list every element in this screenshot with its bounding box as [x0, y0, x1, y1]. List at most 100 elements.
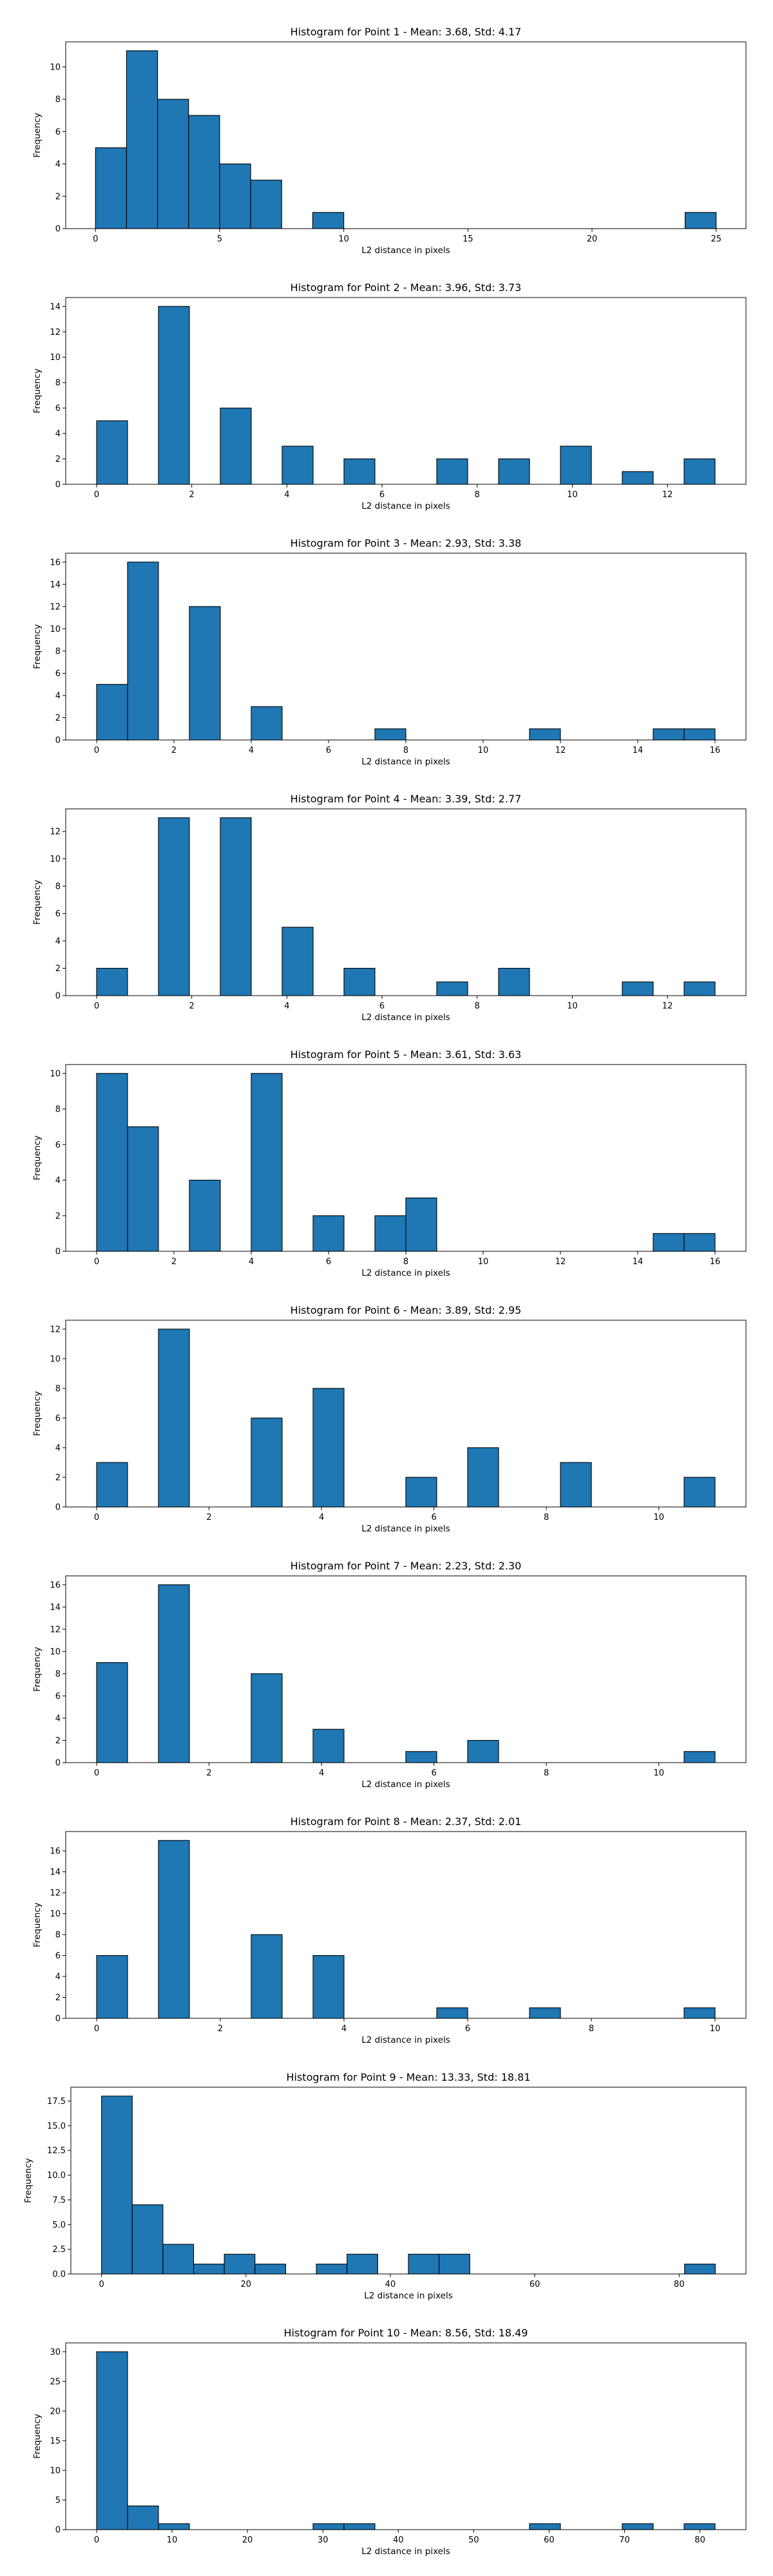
x-tick-label: 25 [711, 234, 721, 244]
y-tick-label: 10.0 [47, 2171, 66, 2181]
histogram-bar [251, 1073, 283, 1252]
histogram-bar [683, 1477, 716, 1508]
x-tick-label: 10 [167, 2535, 178, 2545]
y-tick-label: 12 [50, 1325, 61, 1334]
x-tick-label: 6 [326, 746, 331, 755]
x-axis-label: L2 distance in pixels [361, 1524, 450, 1534]
chart-title: Histogram for Point 6 - Mean: 3.89, Std:… [291, 1304, 522, 1316]
plot-frame [65, 41, 747, 229]
y-tick-label: 4 [55, 937, 61, 947]
y-tick-label: 10 [50, 62, 61, 72]
x-axis-label: L2 distance in pixels [364, 2291, 452, 2301]
y-tick-label: 6 [55, 1951, 61, 1961]
histogram-bar [683, 458, 716, 485]
x-tick-label: 60 [530, 2280, 540, 2289]
x-tick-label: 0 [94, 1513, 99, 1522]
histogram-bar [96, 2351, 128, 2530]
x-tick-label: 4 [341, 2024, 347, 2034]
histogram-bar [316, 2264, 348, 2275]
histogram-bar [312, 2523, 345, 2530]
histogram-bar [343, 2523, 376, 2530]
histogram-bar [405, 1477, 437, 1508]
y-tick-label: 5 [55, 2496, 61, 2505]
plot-frame [65, 1831, 747, 2019]
histogram-bar [622, 981, 654, 996]
histogram-bar [312, 1388, 345, 1508]
histogram-bar [405, 1197, 437, 1252]
histogram-bar [622, 2523, 654, 2530]
x-axis-label: L2 distance in pixels [361, 2546, 450, 2557]
chart-title: Histogram for Point 10 - Mean: 8.56, Std… [283, 2327, 528, 2339]
x-tick-label: 14 [633, 746, 644, 755]
x-tick-label: 6 [465, 2024, 470, 2034]
y-tick-label: 10 [50, 625, 61, 634]
histogram-bar [653, 728, 685, 741]
x-tick-label: 10 [567, 490, 578, 500]
histogram-bar [193, 2264, 225, 2275]
y-tick-label: 7.5 [52, 2195, 66, 2205]
histogram-bar [312, 1955, 345, 2019]
y-tick-label: 8 [55, 379, 61, 388]
histogram-bar [96, 1462, 128, 1508]
histogram-bar [158, 817, 190, 996]
x-tick-label: 0 [94, 490, 99, 500]
x-tick-label: 2 [189, 490, 195, 500]
y-tick-label: 2 [55, 964, 61, 974]
y-tick-label: 6 [55, 669, 61, 679]
histogram-bar [96, 1955, 128, 2019]
y-tick-label: 2 [55, 1473, 61, 1482]
histogram-bar [312, 1728, 345, 1763]
y-tick-label: 0 [55, 225, 61, 234]
x-tick-label: 14 [633, 1257, 644, 1267]
y-tick-label: 6 [55, 909, 61, 919]
histogram-bar [467, 1739, 499, 1763]
y-tick-label: 2 [55, 714, 61, 723]
y-tick-label: 4 [55, 430, 61, 439]
histogram-bar [408, 2253, 440, 2275]
y-tick-label: 25 [50, 2377, 61, 2387]
plot-frame [65, 2342, 747, 2530]
y-tick-label: 0 [55, 736, 61, 746]
x-tick-label: 8 [544, 1513, 549, 1522]
x-tick-label: 2 [206, 1513, 211, 1522]
x-tick-label: 40 [385, 2280, 396, 2289]
histogram-panel-3: Histogram for Point 3 - Mean: 2.93, Std:… [32, 537, 747, 767]
y-axis-label: Frequency [32, 1391, 43, 1436]
x-tick-label: 2 [189, 1001, 195, 1011]
histogram-panel-8: Histogram for Point 8 - Mean: 2.37, Std:… [32, 1815, 747, 2045]
y-tick-label: 6 [55, 404, 61, 413]
histogram-bar [436, 458, 468, 485]
histogram-bar [188, 115, 220, 229]
histogram-panel-9: Histogram for Point 9 - Mean: 13.33, Std… [23, 2071, 747, 2301]
x-tick-label: 10 [478, 1257, 489, 1267]
y-tick-label: 4 [55, 1176, 61, 1186]
y-tick-label: 10 [50, 2466, 61, 2476]
histogram-bar [374, 1215, 406, 1252]
x-tick-label: 4 [319, 1513, 324, 1522]
histogram-bar [126, 50, 158, 229]
x-tick-label: 8 [475, 490, 480, 500]
y-tick-label: 0 [55, 1759, 61, 1768]
chart-title: Histogram for Point 9 - Mean: 13.33, Std… [286, 2071, 530, 2083]
y-tick-label: 0 [55, 1247, 61, 1257]
x-tick-label: 50 [468, 2535, 479, 2545]
x-tick-label: 20 [587, 234, 598, 244]
y-axis-label: Frequency [32, 1902, 43, 1947]
y-tick-label: 14 [50, 580, 61, 590]
x-tick-label: 2 [171, 1257, 177, 1267]
x-tick-label: 10 [710, 2024, 721, 2034]
histogram-bar [467, 1447, 499, 1508]
y-tick-label: 10 [50, 855, 61, 864]
x-tick-label: 30 [318, 2535, 329, 2545]
y-tick-label: 12 [50, 602, 61, 612]
x-tick-label: 8 [403, 1257, 408, 1267]
x-tick-label: 4 [249, 1257, 254, 1267]
x-tick-label: 10 [567, 1001, 578, 1011]
x-tick-label: 2 [206, 1768, 211, 1778]
x-tick-label: 0 [94, 1768, 99, 1778]
y-tick-label: 17.5 [47, 2097, 66, 2107]
y-tick-label: 0 [55, 2014, 61, 2024]
histogram-bar [96, 684, 128, 741]
x-tick-label: 60 [544, 2535, 555, 2545]
